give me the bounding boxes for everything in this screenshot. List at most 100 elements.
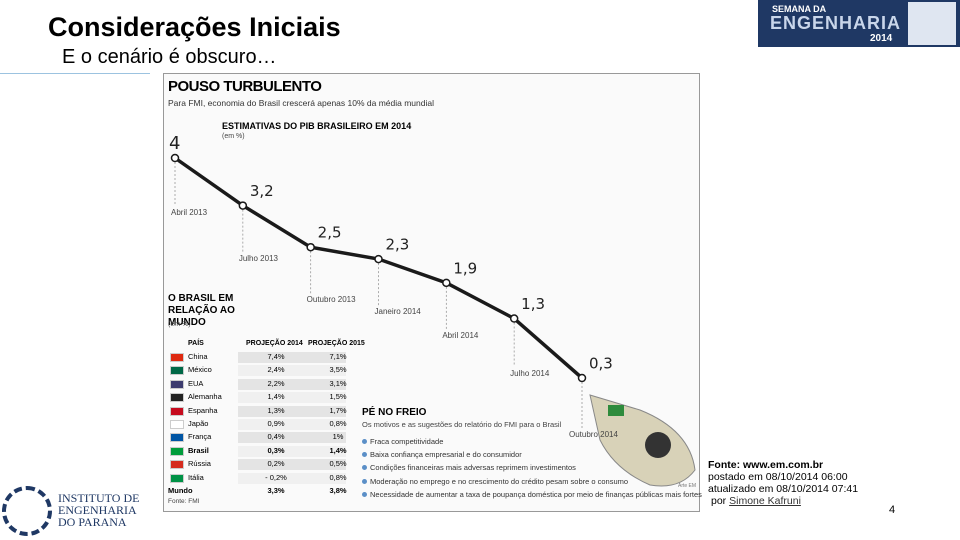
data-label: 1,9 bbox=[453, 259, 477, 277]
logo-icon bbox=[908, 2, 956, 45]
table-cell: 1,7% bbox=[329, 405, 347, 415]
point bbox=[577, 373, 587, 383]
row-band bbox=[238, 419, 346, 430]
x-tick-label: Julho 2013 bbox=[238, 253, 278, 263]
table-cell: França bbox=[188, 432, 212, 442]
table-cell: Brasil bbox=[188, 445, 209, 455]
table-cell: 0,8% bbox=[329, 419, 347, 428]
posted: postado em 08/10/2014 06:00 bbox=[708, 471, 848, 483]
updated: atualizado em 08/10/2014 07:41 bbox=[708, 483, 859, 495]
flag bbox=[170, 420, 184, 429]
table-header: PAÍS bbox=[188, 340, 204, 347]
point bbox=[238, 201, 248, 210]
table-cell: 1,3% bbox=[267, 405, 285, 415]
flag bbox=[170, 446, 184, 456]
table-cell: China bbox=[188, 352, 208, 361]
logo-text: ENGENHARIA bbox=[770, 13, 902, 33]
infographic-title: POUSO TURBULENTO bbox=[168, 78, 322, 95]
reason-item: Fraca competitividade bbox=[370, 437, 444, 446]
bottom-logo: INSTITUTO DE ENGENHARIA DO PARANA bbox=[58, 492, 139, 528]
row-band bbox=[238, 459, 346, 471]
table-cell: 7,4% bbox=[267, 352, 285, 361]
point bbox=[374, 254, 383, 264]
table-cell: 3,1% bbox=[329, 378, 347, 388]
table-cell: 0,8% bbox=[329, 472, 347, 482]
flag bbox=[170, 393, 184, 403]
table-cell: 3,3% bbox=[267, 486, 285, 495]
credit: Arte EM bbox=[678, 483, 697, 489]
row-band bbox=[238, 405, 346, 417]
table-unit: (em %) bbox=[168, 321, 191, 328]
source: Fonte: www.em.com.br bbox=[708, 459, 824, 471]
x-tick-label: Outubro 2014 bbox=[569, 430, 618, 439]
flag bbox=[170, 353, 184, 362]
chart-title: ESTIMATIVAS DO PIB BRASILEIRO EM 2014 bbox=[222, 121, 412, 131]
table-cell: Rússia bbox=[188, 459, 211, 469]
x-tick-label: Julho 2014 bbox=[510, 368, 550, 378]
table-cell: 1% bbox=[332, 432, 344, 442]
rocket bbox=[589, 394, 696, 487]
data-label: 1,3 bbox=[521, 295, 545, 313]
row-band bbox=[238, 392, 346, 404]
logo-text: ENGENHARIA bbox=[58, 503, 137, 517]
slide-subtitle: E o cenário é obscuro… bbox=[62, 46, 277, 68]
data-label: 3,2 bbox=[250, 182, 274, 200]
flag bbox=[170, 366, 184, 376]
table-cell: 2,2% bbox=[267, 378, 285, 388]
reasons-subtitle: Os motivos e as sugestões do relatório d… bbox=[362, 420, 562, 429]
row-band bbox=[238, 378, 346, 390]
table-title: O BRASIL EM RELAÇÃO AO MUNDO bbox=[168, 293, 235, 328]
bottom-logo-icon bbox=[2, 486, 52, 536]
flag bbox=[170, 433, 184, 443]
reason-item: Moderação no emprego e no crescimento do… bbox=[370, 476, 629, 486]
data-label: 0,3 bbox=[589, 355, 613, 373]
point bbox=[306, 242, 315, 252]
table-cell: Itália bbox=[188, 472, 204, 482]
table-cell: 3,5% bbox=[329, 365, 347, 375]
bullet bbox=[362, 491, 367, 497]
reason-item: Baixa confiança empresarial e do consumi… bbox=[370, 450, 522, 460]
flag bbox=[170, 473, 184, 483]
flag bbox=[170, 460, 184, 470]
table-cell: 0,3% bbox=[267, 445, 285, 455]
x-tick-label: Janeiro 2014 bbox=[374, 307, 421, 317]
table-source: Fonte: FMI bbox=[168, 498, 200, 505]
x-tick-label: Abril 2013 bbox=[171, 208, 208, 217]
x-tick-label: Abril 2014 bbox=[442, 330, 479, 340]
point bbox=[170, 153, 180, 163]
table-cell: 2,4% bbox=[267, 365, 285, 375]
data-label: 2,3 bbox=[386, 236, 410, 254]
table-cell: 0,5% bbox=[329, 459, 347, 469]
logo-text: SEMANA DA bbox=[772, 4, 827, 14]
page-number: 4 bbox=[889, 504, 896, 516]
reasons-title: PÉ NO FREIO bbox=[362, 407, 427, 418]
table-cell: 0,4% bbox=[267, 432, 285, 442]
table-cell: Japão bbox=[188, 419, 209, 428]
table-cell: Espanha bbox=[188, 405, 218, 415]
table-header: PROJEÇÃO 2014 bbox=[246, 340, 303, 347]
table-cell: 0,9% bbox=[267, 419, 285, 428]
bullet bbox=[362, 465, 367, 471]
table-cell: 7,1% bbox=[329, 352, 347, 361]
table-cell: Mundo bbox=[168, 486, 193, 495]
table-cell: 1,5% bbox=[329, 392, 347, 402]
author-link[interactable]: Simone Kafruni bbox=[729, 495, 801, 507]
table-cell: 3,8% bbox=[329, 486, 347, 495]
row-band bbox=[238, 352, 346, 363]
table-cell: 0,2% bbox=[267, 459, 285, 469]
point bbox=[509, 314, 519, 323]
source-block: Fonte: www.em.com.br postado em 08/10/20… bbox=[708, 459, 858, 507]
top-logo: SEMANA DA ENGENHARIA 2014 bbox=[758, 0, 960, 47]
row-band bbox=[238, 445, 346, 457]
reason-item: Condições financeiras mais adversas repr… bbox=[370, 463, 576, 473]
bullet bbox=[362, 439, 367, 444]
table-cell: EUA bbox=[188, 378, 204, 388]
x-tick-label: Outubro 2013 bbox=[306, 295, 356, 305]
infographic-subtitle: Para FMI, economia do Brasil crescerá ap… bbox=[168, 98, 434, 108]
reason-item: Necessidade de aumentar a taxa de poupan… bbox=[370, 489, 702, 499]
row-band bbox=[238, 432, 346, 444]
flag bbox=[170, 406, 184, 416]
flag bbox=[170, 379, 184, 389]
